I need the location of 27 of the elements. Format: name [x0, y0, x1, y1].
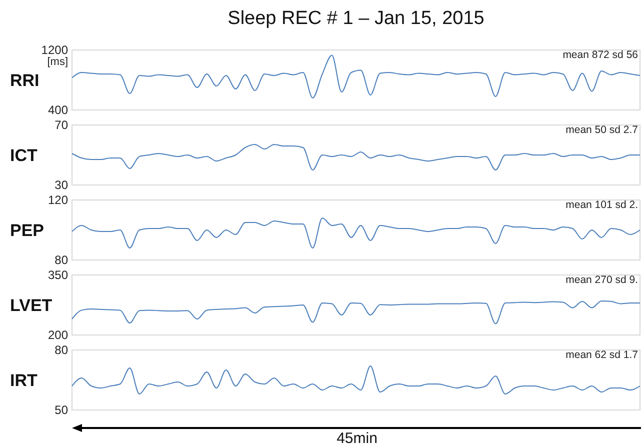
y-tick-label: 30 [54, 178, 68, 192]
y-axis-title: ICT [10, 146, 38, 165]
y-tick-label: 200 [48, 328, 68, 342]
line-series [72, 144, 640, 170]
y-tick-label: 350 [48, 268, 68, 282]
line-series [72, 366, 640, 394]
y-tick-label: 80 [54, 253, 68, 268]
text: [ms] [47, 56, 68, 68]
line-series [72, 218, 640, 248]
y-tick-label: 120 [48, 193, 68, 208]
y-tick-label: 50 [54, 403, 68, 418]
chart-title: Sleep REC # 1 – Jan 15, 2015 [228, 8, 484, 29]
y-tick-label: 1200 [41, 43, 68, 58]
annotation: mean 101 sd 2. [566, 199, 638, 211]
y-axis-title: IRT [10, 370, 38, 390]
line-series [72, 300, 640, 324]
annotation: mean 872 sd 56 [562, 49, 638, 61]
annotation: mean 50 sd 2.7 [566, 124, 638, 136]
y-tick-label: 70 [54, 118, 68, 132]
annotation: mean 62 sd 1.7 [566, 349, 638, 361]
annotation: mean 270 sd 9. [566, 274, 638, 286]
y-axis-title: RRI [10, 70, 40, 90]
y-axis-title: LVET [10, 296, 53, 315]
y-tick-label: 80 [54, 343, 68, 358]
text: 45min [336, 430, 378, 447]
y-tick-label: 400 [48, 103, 68, 118]
y-axis-title: PEP [10, 220, 44, 240]
